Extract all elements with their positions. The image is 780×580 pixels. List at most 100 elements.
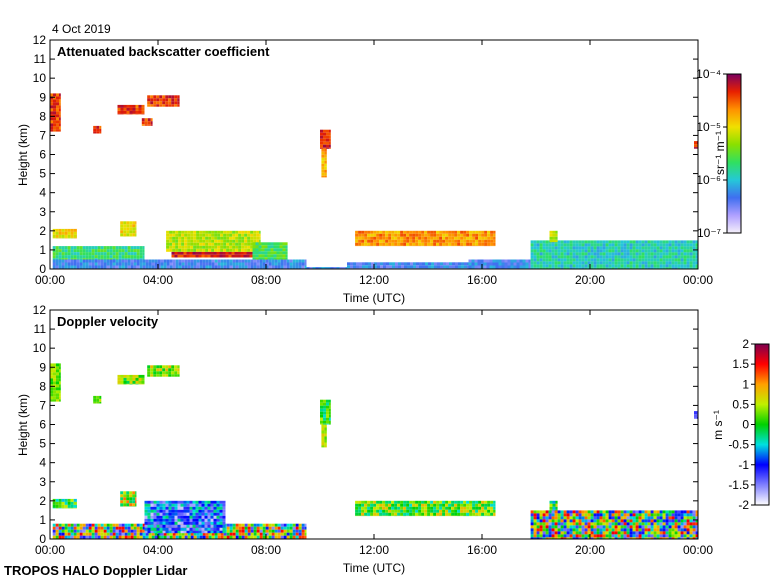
velocity-colorbar-tick-label: 0.5	[732, 397, 749, 411]
backscatter-xtick-label: 12:00	[359, 273, 389, 287]
backscatter-ytick-label: 3	[39, 205, 46, 219]
velocity-xlabel: Time (UTC)	[343, 561, 405, 575]
velocity-ytick-label: 0	[39, 532, 46, 546]
velocity-colorbar-tick-label: -0.5	[728, 438, 749, 452]
velocity-ytick-label: 4	[39, 456, 46, 470]
velocity-xtick-label: 20:00	[575, 543, 605, 557]
velocity-colorbar-gradient	[754, 343, 770, 506]
velocity-xtick-label: 00:00	[683, 543, 713, 557]
backscatter-ytick-label: 5	[39, 167, 46, 181]
backscatter-heatmap	[50, 93, 698, 269]
velocity-ytick-label: 3	[39, 475, 46, 489]
backscatter-ytick-label: 4	[39, 186, 46, 200]
backscatter-ytick-label: 8	[39, 109, 46, 123]
velocity-feature-8	[321, 424, 327, 448]
velocity-colorbar-tick-label: 1	[742, 377, 749, 391]
backscatter-xtick-label: 04:00	[143, 273, 173, 287]
velocity-ytick-label: 7	[39, 398, 46, 412]
velocity-feature-12	[147, 365, 180, 377]
backscatter-ytick-label: 7	[39, 128, 46, 142]
velocity-ytick-label: 9	[39, 360, 46, 374]
velocity-xtick-label: 08:00	[251, 543, 281, 557]
backscatter-feature-3	[468, 259, 531, 269]
velocity-feature-10	[93, 395, 102, 404]
backscatter-ytick-label: 0	[39, 262, 46, 276]
backscatter-colorbar-tick-label: 10⁻⁵	[696, 120, 721, 134]
backscatter-title: Attenuated backscatter coefficient	[57, 44, 270, 59]
velocity-ytick-label: 10	[33, 341, 47, 355]
backscatter-xtick-label: 00:00	[35, 273, 65, 287]
velocity-ytick-label: 2	[39, 494, 46, 508]
backscatter-ytick-label: 11	[34, 52, 47, 66]
backscatter-feature-11	[355, 230, 496, 247]
velocity-colorbar-label: m s⁻¹	[711, 410, 725, 440]
backscatter-feature-17	[117, 104, 145, 115]
backscatter-panel: 00:00 04:00 08:00 12:00 16:00 20:00 00:0001234…	[16, 33, 742, 305]
backscatter-feature-6	[52, 228, 77, 239]
velocity-colorbar-tick-label: -1.5	[728, 478, 749, 492]
velocity-ytick-label: 5	[39, 437, 46, 451]
backscatter-ytick-label: 6	[39, 148, 46, 162]
velocity-xtick-label: 04:00	[143, 543, 173, 557]
backscatter-colorbar: 10⁻⁴ 10⁻⁵ 10⁻⁶ 10⁻⁷	[696, 67, 742, 240]
velocity-xtick-label: 16:00	[467, 543, 497, 557]
date-label: 4 Oct 2019	[52, 22, 111, 36]
backscatter-feature-19	[147, 95, 180, 107]
backscatter-feature-9	[166, 230, 261, 252]
backscatter-ytick-label: 1	[39, 243, 46, 257]
backscatter-colorbar-tick-label: 10⁻⁷	[697, 226, 721, 240]
backscatter-axes: 00:00 04:00 08:00 12:00 16:00 20:00 00:0001234…	[33, 33, 714, 287]
backscatter-xtick-label: 20:00	[575, 273, 605, 287]
velocity-axes: 00:00 04:00 08:00 12:00 16:00 20:00 00:0001234…	[33, 303, 714, 557]
backscatter-ytick-label: 12	[33, 33, 47, 47]
backscatter-feature-7	[120, 221, 137, 237]
velocity-title: Doppler velocity	[57, 314, 159, 329]
velocity-feature-7	[320, 399, 331, 425]
backscatter-feature-10	[252, 242, 288, 260]
velocity-ytick-label: 1	[39, 513, 46, 527]
backscatter-feature-4	[530, 240, 698, 269]
backscatter-ytick-label: 2	[39, 224, 46, 238]
backscatter-feature-20	[694, 141, 698, 149]
backscatter-colorbar-tick-label: 10⁻⁶	[696, 173, 721, 187]
velocity-ylabel: Height (km)	[16, 394, 30, 456]
backscatter-xtick-label: 00:00	[683, 273, 713, 287]
backscatter-xtick-label: 16:00	[467, 273, 497, 287]
velocity-feature-11	[117, 374, 145, 385]
velocity-heatmap	[50, 363, 698, 539]
velocity-colorbar-tick-label: -1	[738, 458, 749, 472]
backscatter-feature-14	[321, 148, 327, 178]
backscatter-feature-15	[50, 93, 61, 132]
backscatter-feature-12	[549, 230, 558, 243]
velocity-panel: 00:00 04:00 08:00 12:00 16:00 20:00 00:0001234…	[16, 303, 770, 575]
velocity-feature-13	[694, 411, 698, 419]
backscatter-ytick-label: 9	[39, 90, 46, 104]
velocity-feature-1	[144, 500, 226, 534]
backscatter-feature-5	[52, 246, 145, 260]
velocity-ytick-label: 12	[33, 303, 47, 317]
velocity-feature-2	[52, 498, 77, 509]
backscatter-ytick-label: 10	[33, 71, 47, 85]
backscatter-feature-16	[93, 125, 102, 134]
backscatter-feature-1	[306, 267, 347, 269]
velocity-colorbar: 2 1.5 1 0.5 0 -0.5 -1 -1.5 -2	[728, 337, 770, 512]
velocity-xtick-label: 00:00	[35, 543, 65, 557]
footer-label: TROPOS HALO Doppler Lidar	[4, 563, 187, 578]
velocity-xtick-label: 12:00	[359, 543, 389, 557]
backscatter-feature-2	[347, 262, 469, 269]
backscatter-feature-18	[141, 118, 153, 126]
backscatter-xtick-label: 08:00	[251, 273, 281, 287]
velocity-colorbar-tick-label: -2	[738, 498, 749, 512]
velocity-feature-4	[355, 500, 496, 517]
backscatter-feature-13	[320, 129, 331, 149]
velocity-colorbar-tick-label: 2	[742, 337, 749, 351]
velocity-colorbar-tick-label: 0	[742, 418, 749, 432]
backscatter-colorbar-tick-label: 10⁻⁴	[696, 67, 721, 81]
backscatter-xlabel: Time (UTC)	[343, 291, 405, 305]
backscatter-ylabel: Height (km)	[16, 124, 30, 186]
backscatter-feature-0	[52, 259, 307, 269]
velocity-ytick-label: 6	[39, 418, 46, 432]
backscatter-feature-8	[171, 251, 253, 258]
velocity-ytick-label: 8	[39, 379, 46, 393]
